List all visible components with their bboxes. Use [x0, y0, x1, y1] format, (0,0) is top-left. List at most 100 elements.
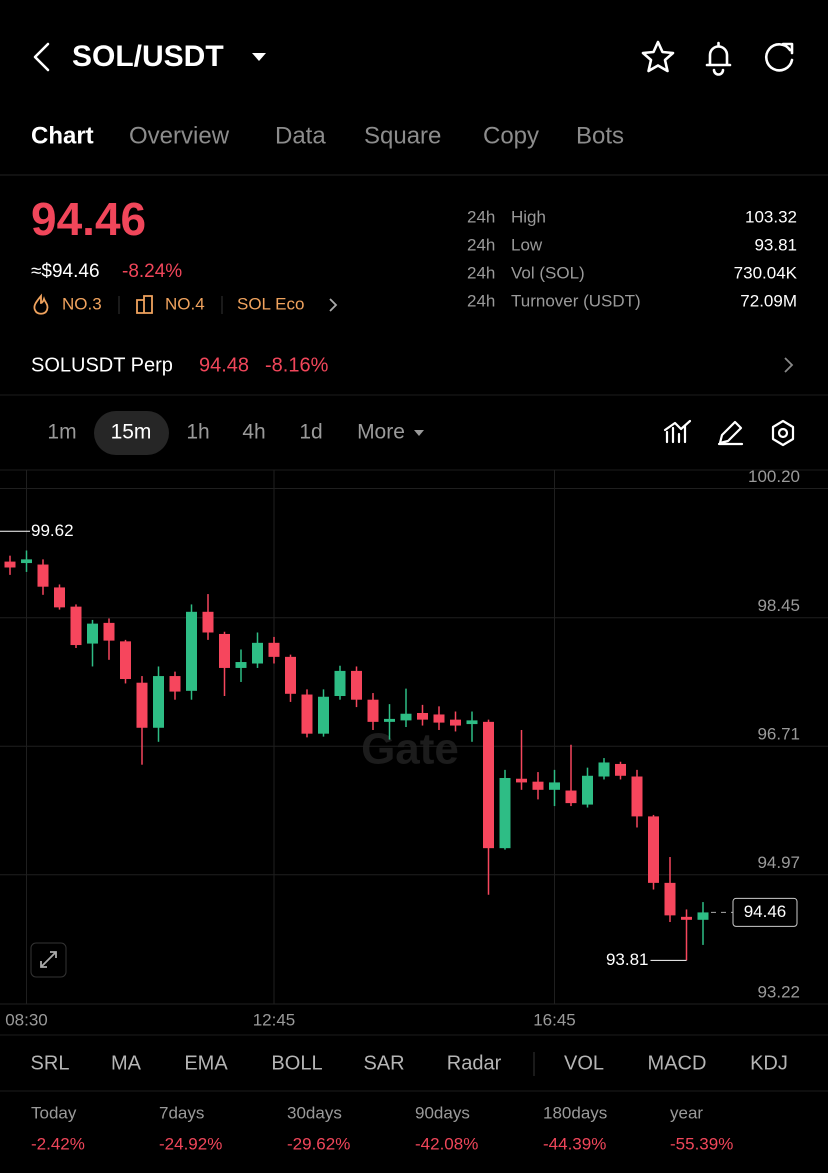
stat-value: 72.09M [740, 291, 797, 310]
performance-change: -2.42% [31, 1134, 85, 1153]
performance-period: year [670, 1103, 703, 1122]
tab[interactable]: Bots [576, 122, 624, 149]
x-tick-label: 08:30 [5, 1010, 48, 1029]
badges-chevron[interactable] [329, 298, 338, 312]
candle-body [37, 564, 49, 587]
tab[interactable]: Copy [483, 122, 539, 149]
share-icon[interactable] [764, 42, 794, 72]
candle-body [252, 642, 263, 664]
indicator-option[interactable]: BOLL [271, 1052, 322, 1074]
performance-period: 7days [159, 1103, 204, 1122]
perp-name[interactable]: SOLUSDT Perp [31, 354, 173, 376]
last-price-label: 94.46 [744, 902, 787, 921]
performance-period: 90days [415, 1103, 470, 1122]
stat-period: 24h [467, 263, 495, 282]
x-tick-label: 16:45 [533, 1010, 576, 1029]
stat-label: High [511, 207, 546, 226]
indicator-option[interactable]: MACD [648, 1052, 707, 1074]
fullscreen-icon [40, 951, 57, 968]
fiat-price: ≈$94.46 [31, 261, 100, 282]
indicator-option[interactable]: SAR [363, 1052, 404, 1074]
back-button[interactable] [33, 42, 50, 72]
y-tick-label: 94.97 [757, 853, 800, 872]
settings-icon-center [777, 427, 789, 439]
candle-body [499, 777, 511, 849]
candle-body [384, 718, 395, 722]
candle-body [235, 662, 247, 668]
candle-body [648, 816, 659, 883]
candlestick-chart: Gate 100.20 98.45 96.71 94.97 93.22 08:30 12:45… [0, 467, 828, 1029]
interval-option[interactable]: 1d [299, 421, 322, 444]
rank-badge[interactable]: NO.4 [165, 294, 205, 313]
alert-icon[interactable] [705, 41, 732, 76]
performance-period: 30days [287, 1103, 342, 1122]
indicator-option[interactable]: KDJ [750, 1052, 788, 1074]
candle-body [565, 790, 577, 804]
candle-body [54, 587, 65, 608]
indicator-option[interactable]: VOL [564, 1052, 604, 1074]
candle-body [334, 670, 346, 697]
indicator-icon[interactable] [663, 419, 692, 444]
low-marker-label: 93.81 [606, 950, 649, 969]
price-change: -8.24% [122, 261, 182, 282]
candle-body [219, 633, 230, 668]
rank-icon [136, 295, 153, 314]
performance-change: -29.62% [287, 1134, 350, 1153]
candle-body [120, 641, 131, 680]
y-tick-label: 93.22 [757, 982, 800, 1001]
interval-option[interactable]: 15m [111, 421, 152, 444]
y-tick-label: 100.20 [748, 467, 800, 486]
tab[interactable]: Data [275, 122, 326, 149]
candle-body [186, 611, 197, 691]
x-tick-label: 12:45 [253, 1010, 296, 1029]
interval-option[interactable]: 1m [47, 421, 76, 444]
favorite-icon[interactable] [641, 40, 675, 73]
candle-body [417, 712, 428, 720]
candle-body [87, 623, 98, 644]
stat-value: 103.32 [745, 207, 797, 226]
candle-body [153, 676, 164, 728]
interval-option[interactable]: 1h [186, 421, 209, 444]
tab[interactable]: Overview [129, 122, 230, 149]
indicator-option[interactable]: SRL [31, 1052, 70, 1074]
stat-period: 24h [467, 207, 495, 226]
candle-body [367, 699, 379, 722]
interval-option[interactable]: 4h [242, 421, 265, 444]
candle-body [516, 778, 527, 783]
interval-active-pill [94, 411, 169, 455]
stat-label: Turnover (USDT) [511, 291, 641, 310]
candle-body [301, 694, 313, 734]
indicator-option[interactable]: Radar [447, 1052, 502, 1074]
candle-body [582, 775, 593, 805]
perp-chevron[interactable] [784, 357, 794, 373]
tab[interactable]: Square [364, 122, 441, 149]
candle-body [483, 721, 494, 849]
candle-body [202, 611, 214, 633]
last-price-box [732, 897, 798, 927]
rank-badge[interactable]: SOL Eco [237, 294, 304, 313]
draw-icon[interactable] [717, 420, 744, 446]
indicator-option[interactable]: EMA [184, 1052, 228, 1074]
candle-body [21, 559, 32, 564]
more-dropdown[interactable] [414, 430, 424, 436]
tab[interactable]: Chart [31, 122, 94, 149]
stat-period: 24h [467, 235, 495, 254]
candle-body [4, 561, 16, 568]
stat-label: Low [511, 235, 543, 254]
candle-body [466, 720, 478, 725]
settings-icon[interactable] [771, 419, 795, 447]
performance-period: Today [31, 1103, 77, 1122]
candle-body [136, 682, 148, 728]
pair-dropdown[interactable] [252, 53, 266, 61]
candle-body [697, 912, 709, 920]
candle-body [433, 714, 445, 723]
rank-badge[interactable]: NO.3 [62, 294, 102, 313]
pair-title[interactable]: SOL/USDT [72, 40, 224, 73]
performance-change: -42.08% [415, 1134, 478, 1153]
high-marker-label: 99.62 [31, 521, 74, 540]
interval-option[interactable]: More [357, 421, 405, 444]
indicator-option[interactable]: MA [111, 1052, 142, 1074]
